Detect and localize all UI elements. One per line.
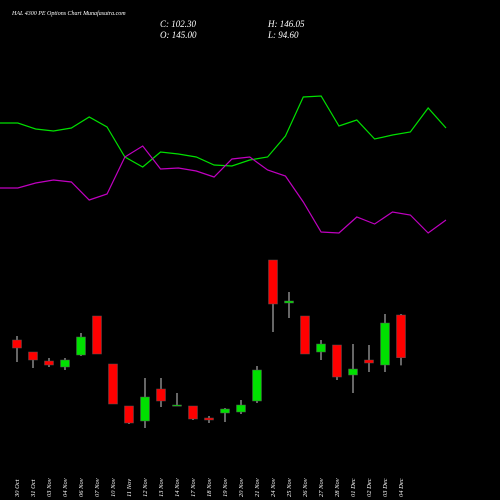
line — [0, 145, 447, 234]
x-tick-label: 18 Nov — [206, 478, 213, 497]
candle-body — [76, 336, 86, 356]
x-tick-label: 21 Nov — [254, 478, 261, 497]
candle-body — [188, 405, 198, 420]
candle-body — [172, 404, 182, 407]
x-tick-label: 31 Oct — [30, 479, 37, 498]
x-tick-label: 17 Nov — [190, 478, 197, 497]
x-tick-label: 25 Nov — [286, 478, 293, 497]
candle-body — [108, 363, 118, 405]
x-tick-label: 06 Nov — [78, 478, 85, 497]
close-label: C: 102.30 — [160, 19, 197, 29]
x-tick-label: 24 Nov — [270, 478, 277, 497]
x-tick-label: 14 Nov — [174, 478, 181, 497]
open-label: O: 145.00 — [160, 30, 197, 40]
candle-body — [332, 344, 342, 378]
x-tick-label: 20 Nov — [238, 478, 245, 497]
candle-body — [348, 368, 358, 376]
x-tick-label: 03 Nov — [46, 478, 53, 497]
x-tick-label: 28 Nov — [334, 478, 341, 497]
x-tick-label: 04 Dec — [398, 478, 405, 497]
x-tick-label: 07 Nov — [94, 478, 101, 497]
candle-body — [380, 322, 390, 366]
candle-body — [396, 314, 406, 358]
candle-body — [268, 259, 278, 305]
candle-body — [28, 351, 38, 361]
candle-body — [124, 405, 134, 424]
candle-body — [12, 339, 22, 349]
x-tick-label: 01 Dec — [350, 478, 357, 497]
high-label: H: 146.05 — [267, 19, 305, 29]
low-label: L: 94.60 — [267, 30, 299, 40]
candle-body — [236, 404, 246, 413]
x-tick-label: 02 Dec — [366, 478, 373, 497]
candle-body — [204, 417, 214, 421]
candle-body — [60, 359, 70, 368]
x-tick-label: 04 Nov — [62, 478, 69, 497]
candle-body — [140, 396, 150, 422]
candle-body — [92, 315, 102, 355]
candle-body — [156, 388, 166, 402]
candle-body — [252, 369, 262, 402]
candle-body — [284, 300, 294, 304]
x-tick-label: 26 Nov — [302, 478, 309, 497]
chart-title: HAL 4300 PE Options Chart Munafasutra.co… — [11, 10, 126, 17]
x-tick-label: 11 Nov — [126, 479, 133, 497]
x-tick-label: 27 Nov — [318, 478, 325, 497]
x-tick-label: 10 Nov — [110, 478, 117, 497]
x-tick-label: 12 Nov — [142, 478, 149, 497]
candle-body — [220, 408, 230, 414]
line — [0, 95, 447, 168]
candle-body — [300, 315, 310, 355]
x-tick-label: 30 Oct — [14, 479, 21, 498]
candle-body — [364, 359, 374, 364]
x-tick-label: 13 Nov — [158, 478, 165, 497]
x-tick-label: 03 Dec — [382, 478, 389, 497]
candle-body — [44, 360, 54, 366]
x-tick-label: 19 Nov — [222, 478, 229, 497]
candle-body — [316, 343, 326, 353]
